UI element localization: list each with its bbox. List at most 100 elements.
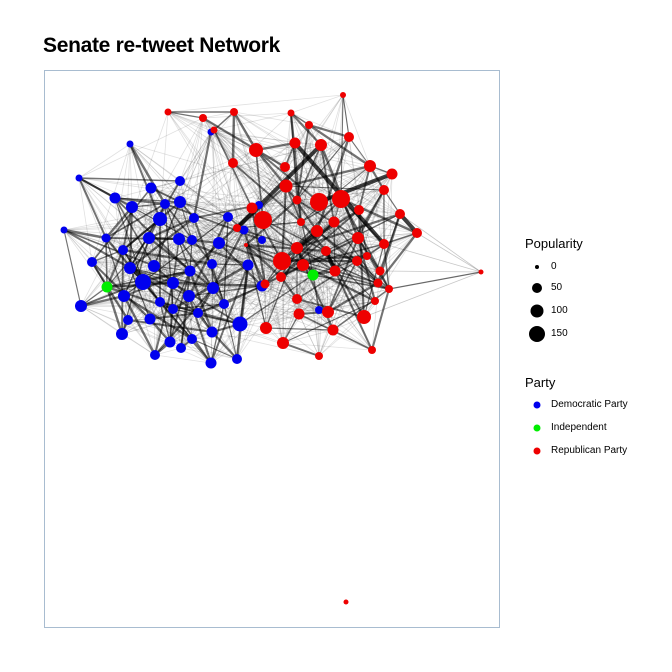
- edge: [358, 165, 371, 211]
- edge: [332, 329, 373, 351]
- edge: [325, 250, 379, 284]
- node-republican: [332, 190, 350, 208]
- edge: [154, 354, 212, 364]
- edge: [159, 131, 212, 303]
- edge: [232, 162, 368, 257]
- edge: [218, 242, 241, 325]
- edge: [80, 294, 125, 308]
- edge: [129, 143, 266, 285]
- edge: [202, 117, 245, 231]
- edge: [318, 136, 350, 203]
- edge: [261, 239, 284, 344]
- edge: [265, 112, 292, 329]
- edge: [245, 244, 267, 329]
- edge: [189, 219, 264, 272]
- node-democratic: [118, 290, 130, 302]
- node-republican: [344, 132, 354, 142]
- edge: [159, 263, 213, 303]
- edge: [213, 111, 235, 131]
- node-democratic: [123, 315, 133, 325]
- edge: [211, 227, 238, 265]
- edge: [197, 263, 213, 314]
- edge: [142, 281, 212, 364]
- node-republican: [385, 285, 393, 293]
- edge: [127, 309, 320, 321]
- edge: [327, 260, 358, 313]
- node-republican: [371, 297, 379, 305]
- edge: [179, 180, 193, 241]
- edge: [294, 142, 365, 318]
- edge: [383, 243, 390, 290]
- edge: [78, 177, 181, 182]
- node-republican: [293, 308, 305, 320]
- edge: [296, 247, 373, 351]
- edge: [192, 131, 213, 219]
- edge: [106, 117, 204, 288]
- node-republican: [280, 162, 290, 172]
- edge: [327, 232, 418, 313]
- edge: [129, 143, 161, 220]
- node-republican: [352, 232, 364, 244]
- edge: [296, 243, 385, 249]
- node-republican: [254, 211, 272, 229]
- edge: [167, 111, 335, 223]
- edge: [262, 219, 329, 313]
- node-democratic: [118, 245, 128, 255]
- edge: [232, 162, 238, 229]
- node-democratic: [135, 274, 151, 290]
- node-democratic: [144, 313, 156, 325]
- edge: [212, 285, 263, 289]
- node-democratic: [205, 357, 217, 369]
- edge: [78, 177, 133, 208]
- node-republican: [328, 216, 340, 228]
- edge: [316, 189, 385, 232]
- edge: [179, 149, 257, 182]
- node-independent: [307, 269, 319, 281]
- edge: [233, 111, 310, 126]
- edge: [131, 204, 260, 208]
- edge: [105, 237, 263, 287]
- edge: [342, 94, 371, 167]
- node-republican: [379, 239, 389, 249]
- node-democratic: [176, 343, 186, 353]
- edge: [261, 285, 320, 311]
- node-democratic: [164, 336, 176, 348]
- edge: [245, 244, 336, 272]
- edge: [280, 276, 334, 331]
- edge: [153, 265, 174, 310]
- edge: [149, 318, 213, 333]
- legend-popularity-key-0: [535, 265, 539, 269]
- edge: [63, 229, 93, 263]
- node-democratic: [242, 259, 254, 271]
- edge: [129, 267, 174, 310]
- edge: [327, 270, 336, 313]
- node-democratic: [232, 354, 242, 364]
- edge: [327, 255, 368, 313]
- edge: [300, 221, 329, 313]
- edge: [164, 203, 381, 272]
- edge: [333, 221, 365, 318]
- edge: [369, 165, 390, 290]
- edge: [332, 288, 390, 331]
- edge: [131, 206, 155, 267]
- edge: [80, 305, 212, 364]
- edge: [172, 308, 241, 325]
- edge: [236, 264, 304, 360]
- edge: [296, 298, 376, 302]
- edge: [202, 112, 292, 119]
- edge: [105, 203, 166, 239]
- edge: [188, 295, 193, 340]
- edge: [91, 187, 152, 263]
- node-republican: [292, 294, 302, 304]
- edge: [91, 143, 131, 263]
- edge: [235, 264, 250, 360]
- edge: [325, 213, 401, 252]
- node-republican: [249, 143, 263, 157]
- node-republican: [311, 225, 323, 237]
- edge: [264, 283, 267, 329]
- edge: [300, 209, 360, 223]
- edge: [189, 229, 245, 272]
- node-republican: [291, 242, 303, 254]
- edge: [213, 129, 296, 144]
- edge: [127, 318, 213, 334]
